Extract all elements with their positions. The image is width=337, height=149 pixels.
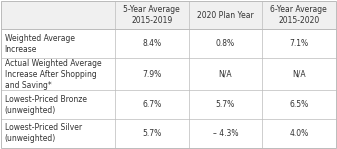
- Text: 7.1%: 7.1%: [289, 39, 308, 48]
- Text: N/A: N/A: [292, 70, 306, 79]
- Text: 0.8%: 0.8%: [216, 39, 235, 48]
- Text: 6.7%: 6.7%: [142, 100, 161, 109]
- Text: 7.9%: 7.9%: [142, 70, 161, 79]
- Bar: [1, 1, 336, 29]
- Text: 4.0%: 4.0%: [289, 129, 308, 138]
- Text: Weighted Average
Increase: Weighted Average Increase: [5, 34, 75, 54]
- Text: 5.7%: 5.7%: [216, 100, 235, 109]
- Text: 5-Year Average
2015-2019: 5-Year Average 2015-2019: [123, 5, 180, 25]
- Text: Actual Weighted Average
Increase After Shopping
and Saving*: Actual Weighted Average Increase After S…: [5, 59, 101, 90]
- Text: 2020 Plan Year: 2020 Plan Year: [197, 11, 254, 20]
- Text: 6.5%: 6.5%: [289, 100, 308, 109]
- Text: 8.4%: 8.4%: [142, 39, 161, 48]
- Text: 5.7%: 5.7%: [142, 129, 161, 138]
- Text: Lowest-Priced Bronze
(unweighted): Lowest-Priced Bronze (unweighted): [5, 95, 87, 115]
- Text: Lowest-Priced Silver
(unweighted): Lowest-Priced Silver (unweighted): [5, 123, 82, 143]
- Text: N/A: N/A: [218, 70, 232, 79]
- Text: – 4.3%: – 4.3%: [213, 129, 238, 138]
- Text: 6-Year Average
2015-2020: 6-Year Average 2015-2020: [271, 5, 327, 25]
